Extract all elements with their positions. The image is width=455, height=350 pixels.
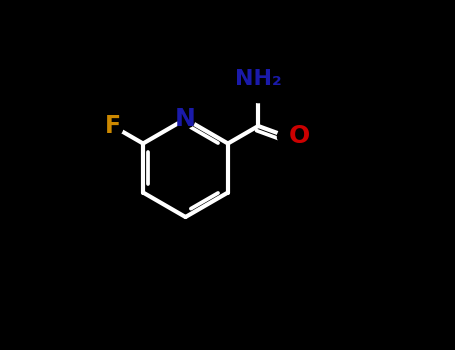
Text: F: F — [105, 114, 121, 138]
Text: O: O — [289, 124, 310, 148]
Text: NH₂: NH₂ — [235, 69, 282, 89]
Text: N: N — [175, 107, 196, 131]
